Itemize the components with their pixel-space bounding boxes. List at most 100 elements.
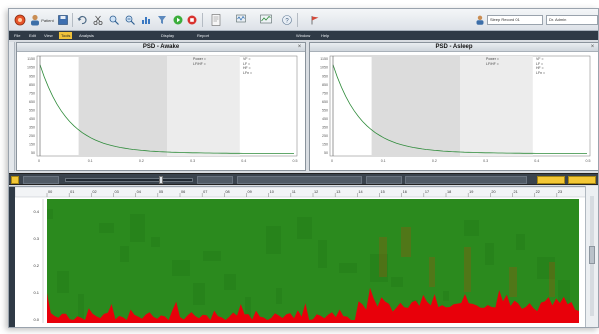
application-window: Patient xyxy=(8,8,599,328)
y-tick-label: 350 xyxy=(322,126,328,130)
control-field-4[interactable] xyxy=(366,176,402,184)
time-slider-thumb[interactable] xyxy=(159,176,163,184)
time-label: 06 xyxy=(181,190,185,194)
close-icon[interactable]: × xyxy=(297,44,302,50)
psd-stats-left: Power = LF/HF = xyxy=(193,57,206,66)
menu-item-help[interactable]: Help xyxy=(321,33,330,38)
time-label: 19 xyxy=(469,190,473,194)
spectrogram-texture xyxy=(172,260,190,276)
stat-label: VF = xyxy=(243,57,251,61)
close-icon[interactable]: × xyxy=(590,44,595,50)
scroll-thumb[interactable] xyxy=(589,246,595,264)
spectrogram-texture xyxy=(276,288,282,304)
spectrogram-patch xyxy=(509,267,517,297)
stat-label: LF/HF = xyxy=(486,61,499,66)
menu-item-window[interactable]: Window xyxy=(296,33,311,38)
stop-icon xyxy=(187,15,197,25)
undo-button[interactable] xyxy=(76,13,88,27)
stat-label: VF = xyxy=(536,57,544,61)
chart-icon xyxy=(142,17,150,24)
y-tick-label: 450 xyxy=(322,117,328,121)
spectrogram-texture xyxy=(78,294,84,322)
spectrogram-texture xyxy=(537,257,555,279)
menu-item-file[interactable]: File xyxy=(14,33,21,38)
spectrogram-texture xyxy=(370,254,388,282)
menu-item-report[interactable]: Report xyxy=(197,33,210,38)
control-field-1[interactable] xyxy=(23,176,59,184)
yellow-action-button-2[interactable] xyxy=(568,176,596,184)
spectrogram-texture xyxy=(558,280,570,308)
y-tick-label: 1150 xyxy=(27,57,35,61)
save-button[interactable] xyxy=(57,13,69,27)
control-field-3[interactable] xyxy=(237,176,362,184)
psd-stats-right: VF = LF = HF = LFn = xyxy=(536,57,545,75)
patient-button[interactable]: Patient xyxy=(29,13,55,27)
y-tick-label: 50 xyxy=(31,151,35,155)
yellow-action-button-1[interactable] xyxy=(537,176,565,184)
time-slider[interactable] xyxy=(65,178,193,182)
psd-stats-left: Power = LF/HF = xyxy=(486,57,499,66)
spectrogram-texture xyxy=(245,297,251,319)
help-icon: ? xyxy=(282,15,292,25)
control-field-2[interactable] xyxy=(197,176,233,184)
control-field-5[interactable] xyxy=(405,176,527,184)
spectrogram-panel: 00 01 02 03 04 05 06 07 08 09 10 11 12 13 14 15 16 17 18 19… xyxy=(9,186,588,327)
help-button[interactable]: ? xyxy=(281,13,293,27)
flag-button[interactable] xyxy=(309,13,321,27)
psd-chart-awake: 1150 1050 950 850 750 650 550 450 350 250 150 500 0.… xyxy=(27,55,298,163)
spectrogram-texture xyxy=(391,277,403,287)
side-toggle-button[interactable] xyxy=(11,176,19,184)
time-label: 22 xyxy=(536,190,540,194)
time-label: 01 xyxy=(70,190,74,194)
menu-item-view[interactable]: View xyxy=(44,33,53,38)
time-label: 15 xyxy=(381,190,385,194)
play-icon xyxy=(173,15,183,25)
svg-text:?: ? xyxy=(285,18,289,24)
spectrogram-texture xyxy=(99,223,114,233)
stat-label: LFn = xyxy=(536,70,546,75)
psd-panel-awake: PSD - Awake × 1150 1050 950 850 750 650 550 450… xyxy=(16,42,306,171)
filter-button[interactable] xyxy=(156,13,168,27)
y-tick-label: 350 xyxy=(29,126,35,130)
montage-button[interactable] xyxy=(231,13,251,27)
left-side-strip xyxy=(9,42,15,171)
record-icon[interactable] xyxy=(13,13,27,27)
spectrogram-texture xyxy=(47,209,53,219)
time-label: 17 xyxy=(425,190,429,194)
psd-curve xyxy=(39,64,294,154)
y-tick-label: 1050 xyxy=(320,66,328,70)
y-tick-label: 650 xyxy=(322,100,328,104)
spectrogram-patch xyxy=(401,227,411,257)
cut-button[interactable] xyxy=(92,13,104,27)
y-tick-label: 550 xyxy=(322,108,328,112)
psd-stats-right: VF = LF = HF = LFn = xyxy=(243,57,252,75)
menu-item-display[interactable]: Display xyxy=(161,33,175,38)
report-button[interactable] xyxy=(206,13,226,27)
filter-icon xyxy=(158,16,166,24)
analysis-button[interactable] xyxy=(255,13,277,27)
x-tick-label: 0 xyxy=(38,159,40,163)
time-label: 21 xyxy=(514,190,518,194)
psd-chart-asleep: 1150 1050 950 850 750 650 550 450 350 250 150 500 0.… xyxy=(320,55,591,163)
play-button[interactable] xyxy=(172,13,184,27)
user-field[interactable]: Dr. Admin xyxy=(546,15,598,25)
time-label: 02 xyxy=(92,190,96,194)
time-label: 11 xyxy=(292,190,296,194)
frequency-band xyxy=(167,56,240,156)
x-tick-label: 0.3 xyxy=(190,159,195,163)
stat-label: Power = xyxy=(193,57,206,61)
spectrogram-patch xyxy=(429,257,435,287)
psd-title: PSD - Awake xyxy=(17,43,305,52)
y-tick-label: 650 xyxy=(29,100,35,104)
save-icon xyxy=(58,15,68,25)
stop-button[interactable] xyxy=(186,13,198,27)
zoom-out-button[interactable] xyxy=(124,13,136,27)
menu-item-tools[interactable]: Tools xyxy=(59,32,73,39)
chart-button[interactable] xyxy=(140,13,152,27)
menu-item-edit[interactable]: Edit xyxy=(29,33,36,38)
zoom-in-button[interactable] xyxy=(108,13,120,27)
montage-icon xyxy=(236,14,246,23)
patient-field[interactable]: Sleep Record 01 xyxy=(487,15,543,25)
vertical-scrollbar[interactable] xyxy=(585,186,598,327)
menu-item-analysis[interactable]: Analysis xyxy=(79,33,94,38)
